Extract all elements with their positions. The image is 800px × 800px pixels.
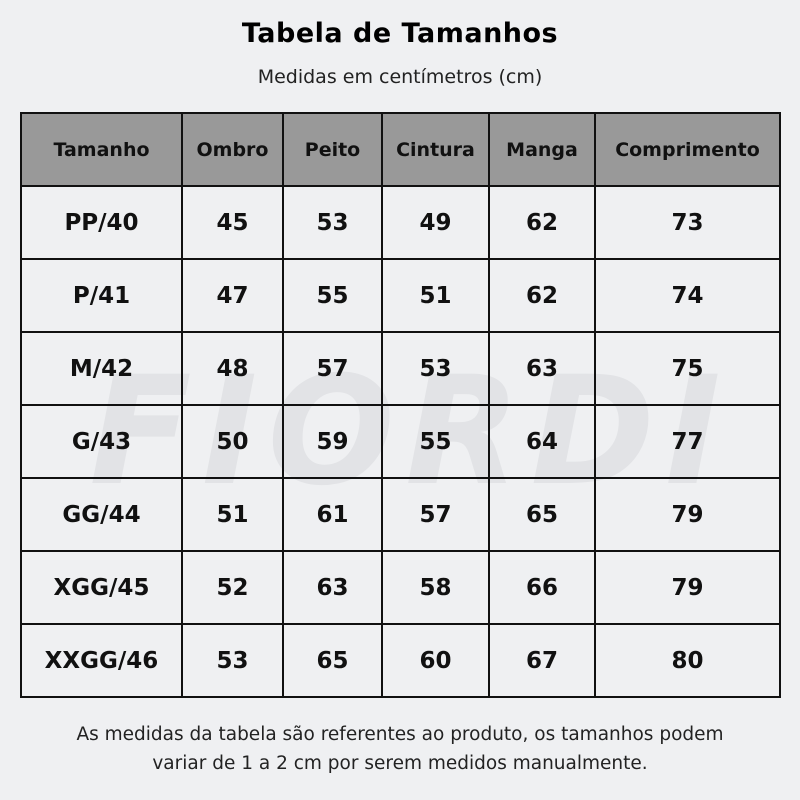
measurement-cell: 65 <box>282 623 383 698</box>
table-row: M/42 48 57 53 63 75 <box>20 331 781 406</box>
footer-line-1: As medidas da tabela são referentes ao p… <box>76 724 724 745</box>
measurement-cell: 49 <box>381 185 490 260</box>
table-row: XXGG/46 53 65 60 67 80 <box>20 623 781 698</box>
measurement-cell: 57 <box>282 331 383 406</box>
size-cell: PP/40 <box>20 185 183 260</box>
table-row: P/41 47 55 51 62 74 <box>20 258 781 333</box>
measurement-cell: 52 <box>181 550 284 625</box>
size-cell: P/41 <box>20 258 183 333</box>
measurement-cell: 53 <box>181 623 284 698</box>
measurement-cell: 50 <box>181 404 284 479</box>
measurement-cell: 53 <box>282 185 383 260</box>
table-row: GG/44 51 61 57 65 79 <box>20 477 781 552</box>
measurement-cell: 51 <box>381 258 490 333</box>
measurement-cell: 67 <box>488 623 596 698</box>
measurement-cell: 62 <box>488 258 596 333</box>
column-header: Peito <box>282 112 383 187</box>
measurement-cell: 75 <box>594 331 781 406</box>
measurement-cell: 63 <box>282 550 383 625</box>
measurement-cell: 55 <box>381 404 490 479</box>
column-header: Ombro <box>181 112 284 187</box>
measurement-cell: 53 <box>381 331 490 406</box>
page-title: Tabela de Tamanhos <box>241 18 559 49</box>
measurement-cell: 59 <box>282 404 383 479</box>
measurement-cell: 77 <box>594 404 781 479</box>
column-header: Comprimento <box>594 112 781 187</box>
size-cell: G/43 <box>20 404 183 479</box>
measurement-cell: 74 <box>594 258 781 333</box>
column-header: Tamanho <box>20 112 183 187</box>
measurement-cell: 51 <box>181 477 284 552</box>
measurement-cell: 48 <box>181 331 284 406</box>
measurement-cell: 79 <box>594 550 781 625</box>
footer-line-2: variar de 1 a 2 cm por serem medidos man… <box>152 753 648 774</box>
measurement-cell: 57 <box>381 477 490 552</box>
table-header-row: Tamanho Ombro Peito Cintura Manga Comprimento <box>20 112 781 187</box>
measurement-cell: 45 <box>181 185 284 260</box>
size-cell: GG/44 <box>20 477 183 552</box>
measurement-cell: 73 <box>594 185 781 260</box>
column-header: Cintura <box>381 112 490 187</box>
size-cell: XGG/45 <box>20 550 183 625</box>
column-header: Manga <box>488 112 596 187</box>
size-cell: M/42 <box>20 331 183 406</box>
table-row: G/43 50 59 55 64 77 <box>20 404 781 479</box>
measurement-cell: 66 <box>488 550 596 625</box>
page-subtitle: Medidas em centímetros (cm) <box>257 66 543 88</box>
footer-note: As medidas da tabela são referentes ao p… <box>0 720 800 778</box>
measurement-cell: 47 <box>181 258 284 333</box>
table-row: XGG/45 52 63 58 66 79 <box>20 550 781 625</box>
measurement-cell: 62 <box>488 185 596 260</box>
measurement-cell: 65 <box>488 477 596 552</box>
table-row: PP/40 45 53 49 62 73 <box>20 185 781 260</box>
size-table: Tamanho Ombro Peito Cintura Manga Comprimento… <box>20 112 781 698</box>
measurement-cell: 55 <box>282 258 383 333</box>
measurement-cell: 58 <box>381 550 490 625</box>
measurement-cell: 64 <box>488 404 596 479</box>
measurement-cell: 63 <box>488 331 596 406</box>
measurement-cell: 60 <box>381 623 490 698</box>
measurement-cell: 80 <box>594 623 781 698</box>
measurement-cell: 61 <box>282 477 383 552</box>
measurement-cell: 79 <box>594 477 781 552</box>
size-cell: XXGG/46 <box>20 623 183 698</box>
